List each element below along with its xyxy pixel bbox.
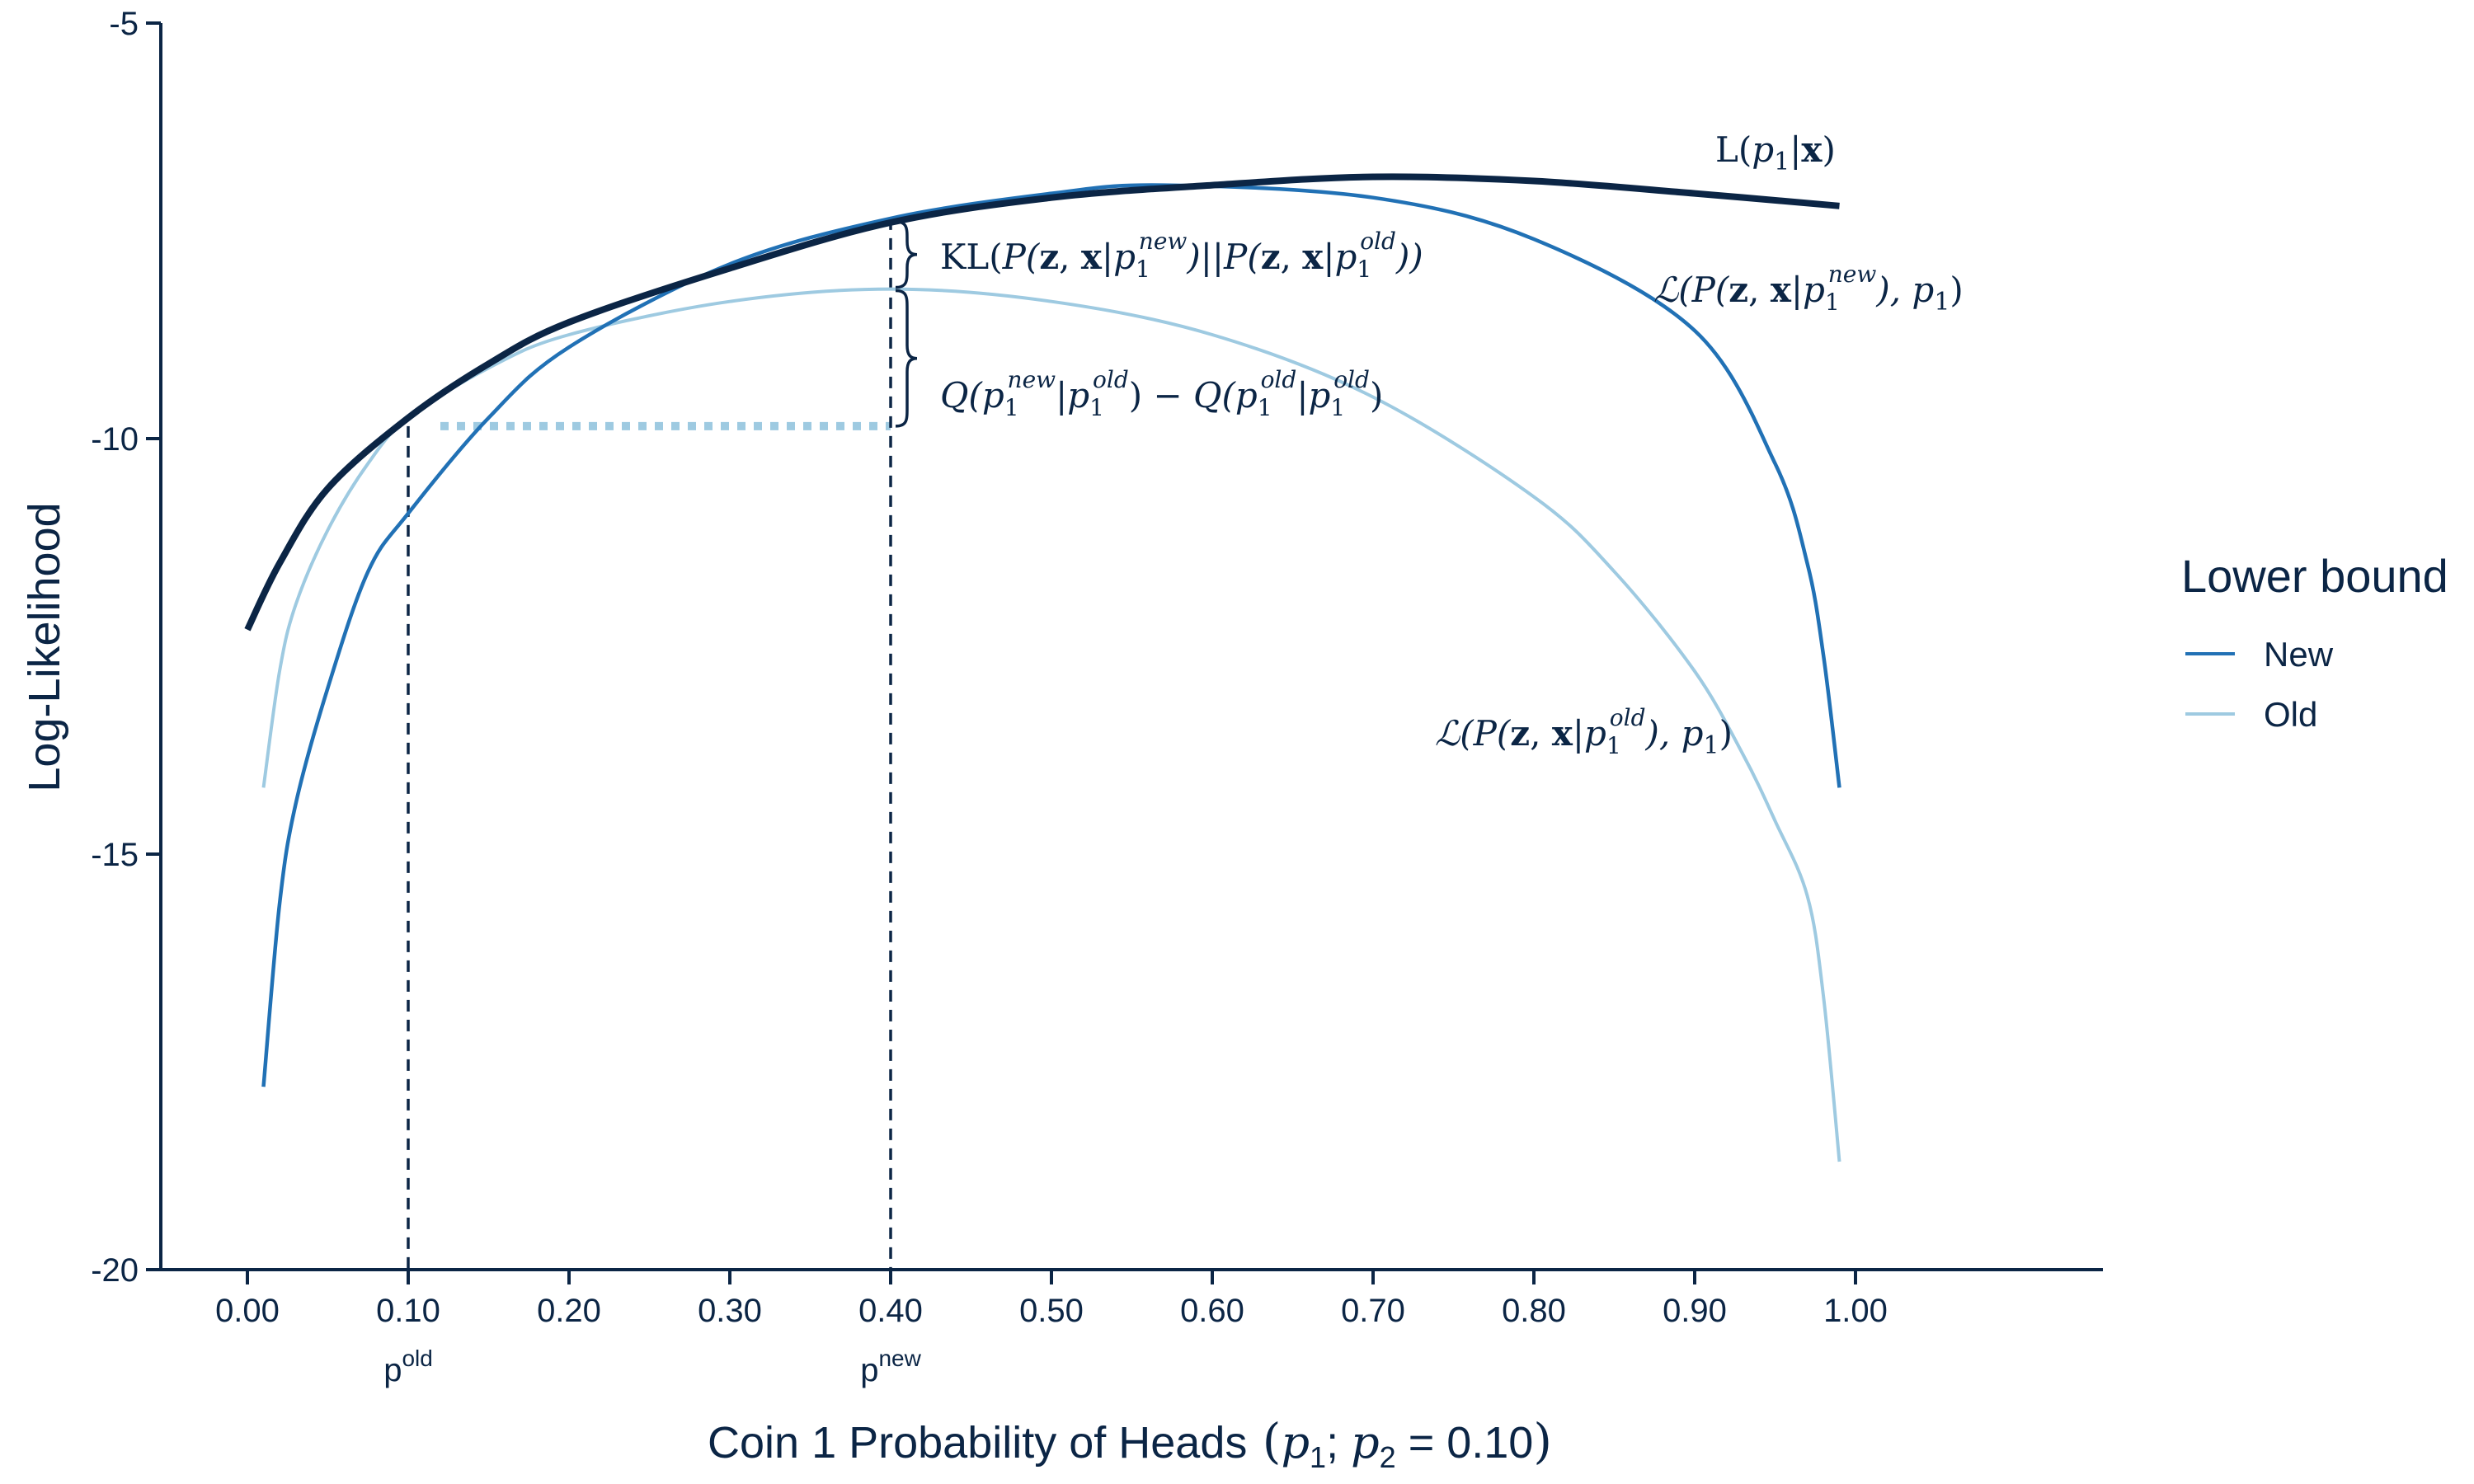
x-tick-label: 0.30 bbox=[698, 1293, 762, 1329]
x-tick-label: 0.70 bbox=[1341, 1293, 1405, 1329]
y-tick-label: -15 bbox=[91, 837, 139, 873]
p-old-label: pold bbox=[383, 1345, 433, 1388]
y-axis-ticks: -5 -10 -15 -20 bbox=[91, 6, 161, 1289]
new-bound-curve bbox=[261, 183, 1841, 1087]
y-tick-label: -5 bbox=[109, 6, 139, 42]
x-tick-label: 0.20 bbox=[537, 1293, 601, 1329]
x-tick-label: 0.00 bbox=[215, 1293, 280, 1329]
x-axis-title: Coin 1 Probability of Heads (p1; p2 = 0.… bbox=[708, 1413, 1552, 1474]
q-label: Q(p1new|p1old) − Q(p1old|p1old) bbox=[940, 366, 1383, 421]
x-tick-label: 0.40 bbox=[858, 1293, 923, 1329]
q-brace bbox=[895, 289, 918, 428]
legend-title: Lower bound bbox=[2181, 550, 2448, 602]
x-tick-label: 0.60 bbox=[1180, 1293, 1244, 1329]
curve-label-new: ℒ(P(z, x|p1new), p1) bbox=[1653, 261, 1964, 317]
legend-label-old: Old bbox=[2264, 695, 2317, 734]
x-tick-label: 0.50 bbox=[1019, 1293, 1084, 1329]
old-bound-curve bbox=[261, 287, 1841, 1162]
log-likelihood-curve bbox=[244, 173, 1840, 632]
x-tick-label: 0.80 bbox=[1502, 1293, 1566, 1329]
legend-label-new: New bbox=[2264, 635, 2334, 674]
kl-brace bbox=[895, 220, 918, 289]
x-tick-label: 0.10 bbox=[376, 1293, 440, 1329]
x-tick-label: 0.90 bbox=[1663, 1293, 1727, 1329]
kl-label: KL(P(z, x|p1new)||P(z, x|p1old)) bbox=[940, 228, 1423, 283]
x-tick-label: 1.00 bbox=[1823, 1293, 1888, 1329]
y-axis-title: Log-Likelihood bbox=[20, 502, 69, 791]
legend: Lower bound New Old bbox=[2181, 550, 2448, 734]
p-new-label: pnew bbox=[860, 1345, 921, 1388]
curve-label-L: L(p1|x) bbox=[1715, 129, 1836, 176]
y-tick-label: -10 bbox=[91, 421, 139, 458]
y-tick-label: -20 bbox=[91, 1252, 139, 1289]
x-axis-ticks: 0.00 0.10 0.20 0.30 0.40 0.50 0.60 0.70 0.80 0.90… bbox=[215, 1270, 1888, 1329]
curve-label-old: ℒ(P(z, x|p1old), p1) bbox=[1435, 704, 1733, 760]
